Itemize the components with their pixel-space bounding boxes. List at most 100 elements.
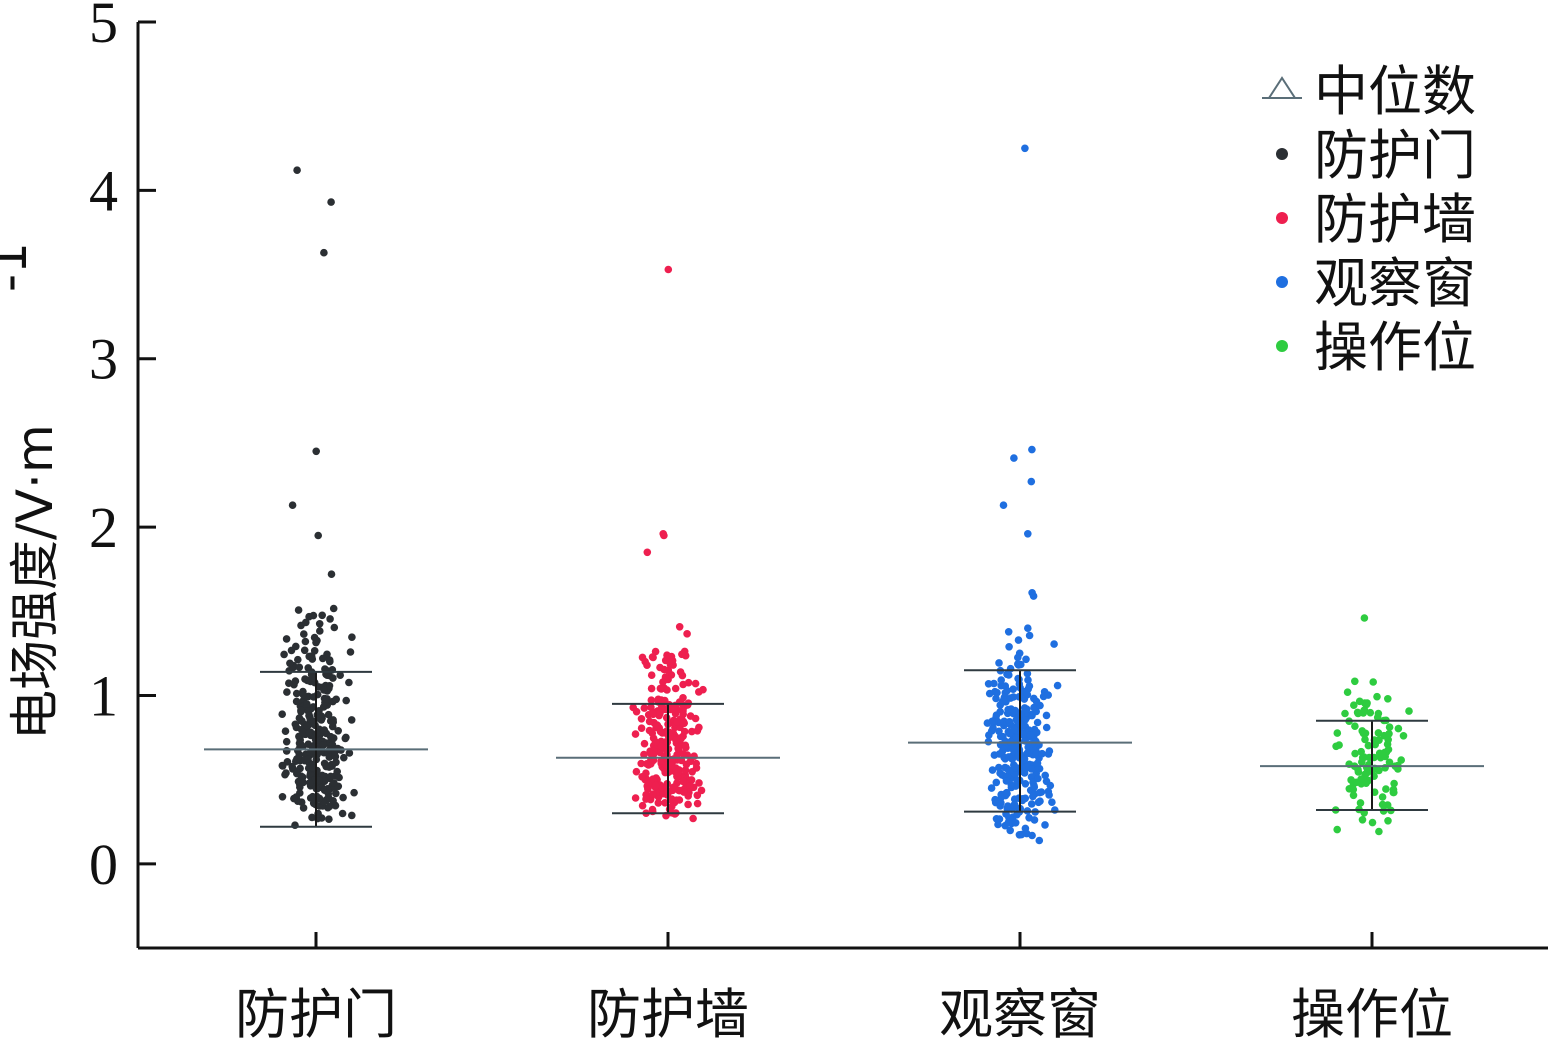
point [681,741,690,750]
point [680,719,688,727]
point [301,637,310,646]
point [695,779,703,787]
point [1037,788,1046,796]
point [1001,682,1010,690]
point [1050,640,1058,648]
point [1375,736,1383,744]
point [1010,725,1019,734]
point [1351,749,1359,758]
legend-label-4: 操作位 [1314,316,1476,379]
point [1042,711,1051,720]
point [346,648,355,656]
point [302,618,310,627]
point [987,784,996,792]
point [286,659,294,668]
point [347,716,356,724]
point [693,799,702,808]
stats-2 [908,669,1132,813]
point [637,715,646,723]
point [673,718,681,726]
point [997,798,1005,807]
point [1364,741,1373,750]
legend-entry-4: 操作位 [1276,316,1476,379]
point [1030,783,1039,791]
point [689,814,697,823]
point [1382,785,1390,793]
point [285,679,293,687]
point [294,746,302,755]
point [647,684,656,693]
point [999,696,1008,705]
y-tick-label-5: 5 [89,0,118,55]
point [996,708,1004,716]
point [1333,729,1342,737]
point [992,778,1001,787]
point [1035,836,1044,845]
point [326,657,334,666]
y-tick-label-2: 2 [89,495,118,560]
point [325,753,334,761]
point [637,724,646,732]
point [308,674,317,682]
point [1361,735,1369,744]
point [1394,724,1403,733]
point [647,671,656,679]
dot-icon [1276,276,1288,288]
point [1011,770,1020,778]
point [1013,810,1021,819]
point [282,747,291,755]
point [1022,655,1030,664]
point [1005,643,1013,651]
point [325,802,334,811]
point [329,604,338,613]
point [679,777,687,786]
outlier-point-6 [327,570,336,578]
point [1046,781,1055,790]
point [691,679,700,688]
point [681,766,690,774]
point [1341,709,1349,718]
point [1021,780,1030,788]
point [1030,694,1038,703]
point [640,750,648,759]
outlier-point-1 [1028,445,1036,454]
point [647,696,656,704]
legend-entry-2: 防护墙 [1276,188,1476,251]
point [315,776,323,785]
point [1014,636,1023,644]
point [1366,708,1375,717]
point [674,768,682,777]
point [341,734,350,743]
point [1375,827,1383,836]
outlier-point-0 [1021,144,1029,153]
point [1024,624,1032,632]
point [334,727,343,735]
point [338,809,347,818]
point [645,726,654,735]
outlier-point-2 [1010,454,1018,462]
point [1005,671,1013,679]
point [985,689,994,698]
point [1030,816,1039,824]
data-points [278,144,1413,845]
point [320,726,329,734]
point [1350,701,1358,709]
point [998,747,1007,756]
point [1004,628,1013,636]
point [993,688,1001,697]
point [1023,749,1032,757]
point [320,686,328,694]
point [683,701,692,709]
point [316,627,324,635]
point [693,727,702,735]
point [306,779,314,787]
point [1020,769,1029,777]
outlier-point-3 [1027,477,1036,486]
point [1022,763,1030,771]
y-tick-label-4: 4 [89,158,118,223]
point [1028,831,1036,840]
point [1007,781,1016,789]
point [678,650,686,659]
point [649,750,658,759]
